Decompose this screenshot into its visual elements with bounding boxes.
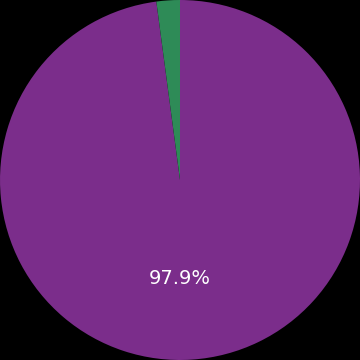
- Wedge shape: [156, 0, 180, 180]
- Text: 97.9%: 97.9%: [149, 270, 211, 288]
